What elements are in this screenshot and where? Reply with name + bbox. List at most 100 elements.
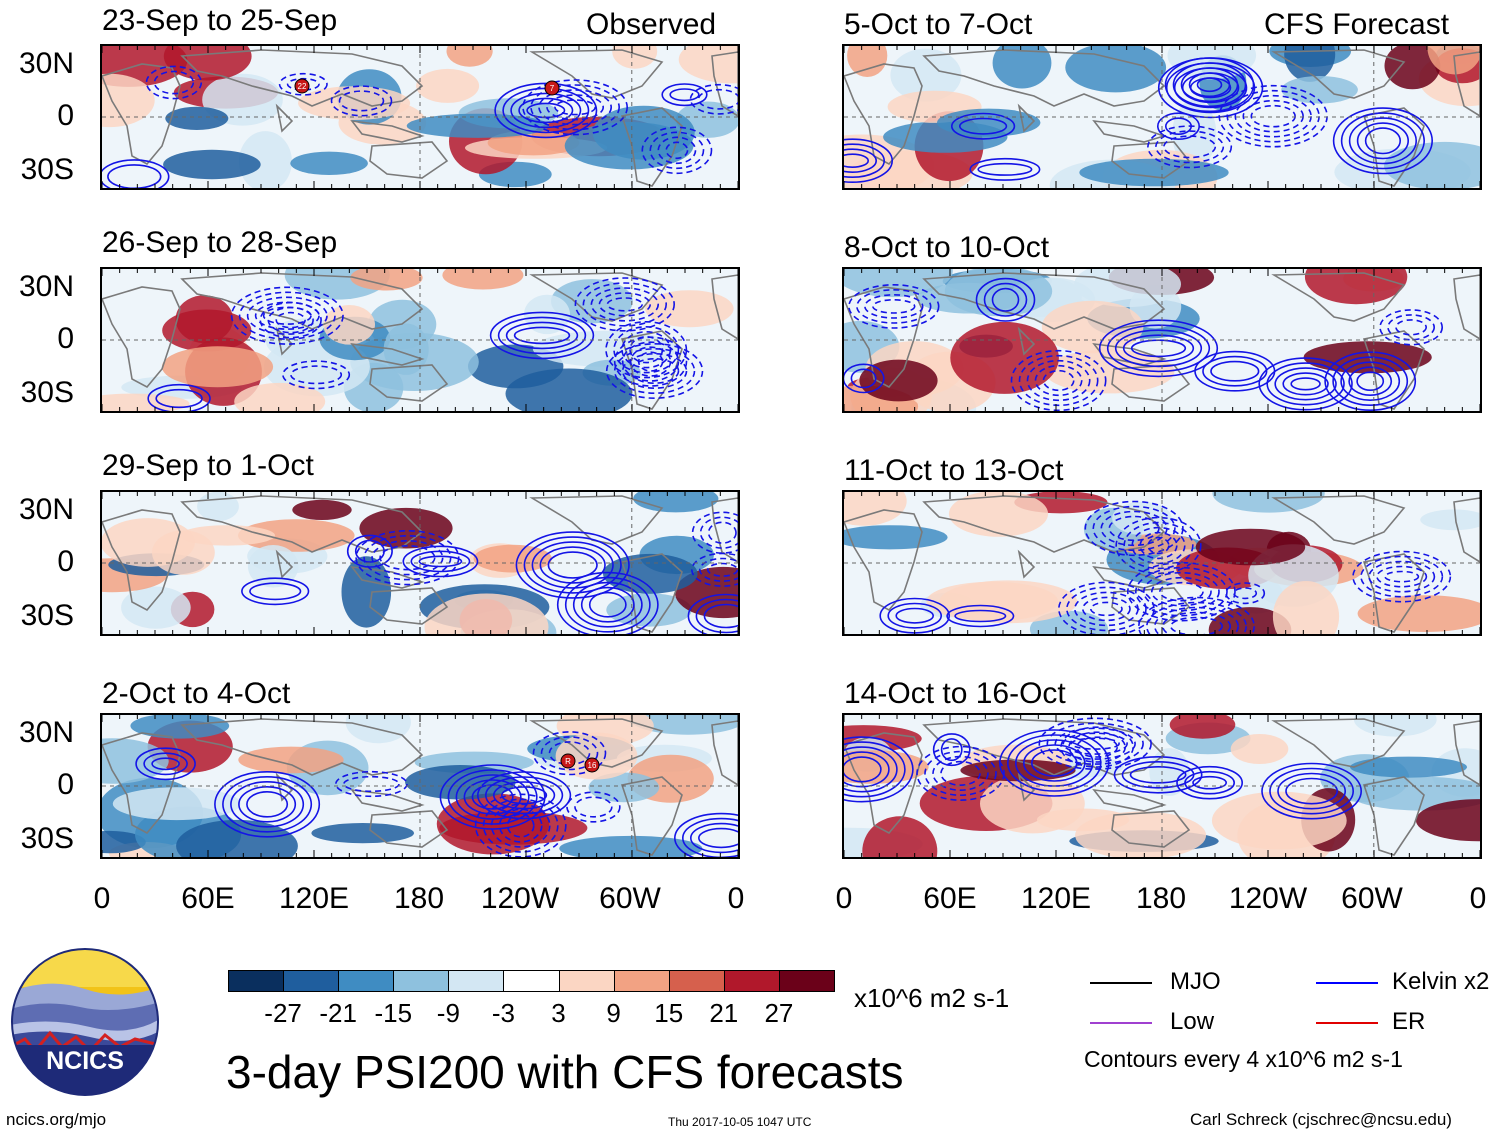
kelvin-contour-negative [1126,561,1236,622]
kelvin-contour-positive [505,321,579,350]
storm-marker [294,78,310,94]
kelvin-contour-negative [1376,565,1428,588]
kelvin-contour-positive [572,581,643,628]
kelvin-contour-positive [1184,770,1236,795]
map-plot [844,46,1480,188]
coastline [620,776,683,856]
map-plot: R 16 [102,715,738,857]
kelvin-contour-positive [690,822,738,854]
kelvin-contour-negative [697,88,738,110]
lat-label: 30N [18,716,74,749]
kelvin-contour-positive [135,747,196,781]
kelvin-contour-negative [605,320,688,379]
kelvin-contour-positive [682,817,738,857]
lat-label: 30N [18,270,74,303]
kelvin-contour-negative [1368,560,1436,593]
kelvin-contour-positive [703,603,738,629]
negative-anomaly [1281,76,1358,104]
kelvin-contour-negative [1163,135,1217,159]
coastline [1017,549,1167,589]
coastline [529,495,664,545]
kelvin-contour-positive [510,92,582,129]
coastline [102,509,181,612]
kelvin-contour-positive [531,541,614,589]
map-panel: 22 7 [100,44,740,190]
footer-url[interactable]: ncics.org/mjo [6,1110,107,1129]
panel-title: 26-Sep to 28-Sep [102,226,338,259]
kelvin-contour-negative [1100,510,1168,547]
lat-label: 30S [20,822,74,855]
kelvin-contour-negative [1150,576,1212,607]
lat-label: 0 [57,322,74,355]
kelvin-contour-negative [1026,359,1091,402]
coastline [1271,495,1406,545]
kelvin-contour-negative [1018,354,1099,407]
negative-anomaly [1384,141,1480,188]
kelvin-contour-negative [574,277,675,332]
kelvin-contour-positive [402,545,479,578]
coastline [620,553,683,633]
coastline [1453,274,1480,340]
kelvin-contour-negative [355,529,460,586]
kelvin-contour-positive [564,576,651,633]
map-plot [102,269,738,411]
colorbar-swatch [448,970,505,992]
colorbar-tick-label: 9 [606,998,621,1028]
kelvin-contour-negative [342,775,400,793]
kelvin-contour-positive [214,771,321,838]
kelvin-contour-positive [844,363,885,394]
kelvin-contour-negative [1162,611,1231,634]
kelvin-contour-negative [1170,616,1223,634]
kelvin-contour-positive [493,781,556,810]
kelvin-contour-negative [1233,587,1258,600]
kelvin-contour-negative [924,750,997,797]
colorbar-swatch [778,970,835,992]
coastline [275,772,425,812]
kelvin-contour-positive [1290,377,1321,391]
kelvin-contour-positive [222,776,313,833]
negative-anomaly [176,819,298,857]
kelvin-contour-negative [1042,369,1075,392]
logo-text: NCICS [46,1047,124,1075]
kelvin-contour-negative [613,325,680,374]
kelvin-contour-negative [590,287,659,322]
negative-anomaly [238,131,292,188]
kelvin-contour-negative [290,365,343,385]
negative-anomaly [890,48,962,102]
positive-anomaly [323,305,375,345]
kelvin-contour-negative [1038,717,1152,770]
kelvin-contour-positive [1340,361,1401,401]
kelvin-contour-negative [1395,319,1428,336]
legend-label-er: ER [1392,1008,1426,1035]
kelvin-contour-positive [1176,765,1243,800]
coastline [369,810,449,848]
kelvin-contour-negative [1123,521,1194,570]
kelvin-contour-positive [580,586,635,623]
kelvin-contour-positive [1165,62,1256,114]
kelvin-contour-positive [695,598,738,634]
colorbar-tick-label: 15 [654,998,684,1028]
negative-anomaly [1079,158,1229,187]
kelvin-contour-positive [485,776,564,815]
observed-label: Observed [586,8,717,41]
colorbar-swatch [338,970,395,992]
kelvin-contour-negative [1387,314,1436,341]
kelvin-contour-positive [687,593,738,634]
coastline [922,495,1166,553]
kelvin-contour-positive [1181,72,1240,104]
negative-anomaly [1284,46,1336,82]
colorbar-tick-label: -21 [319,998,357,1028]
panel-title: 29-Sep to 1-Oct [102,449,314,482]
kelvin-contour-positive [844,751,890,788]
kelvin-contour-negative [330,85,393,117]
kelvin-contour-negative [1242,99,1304,133]
colorbar-units: x10^6 m2 s-1 [854,983,1010,1013]
coastline [180,718,424,776]
kelvin-contour-positive [539,546,606,584]
kelvin-contour-negative [582,282,667,327]
colorbar-tick-label: 3 [551,998,566,1028]
negative-anomaly [992,46,1052,89]
lon-label: 120W [480,882,560,915]
kelvin-contour-positive [155,388,203,409]
coastline [711,51,738,117]
